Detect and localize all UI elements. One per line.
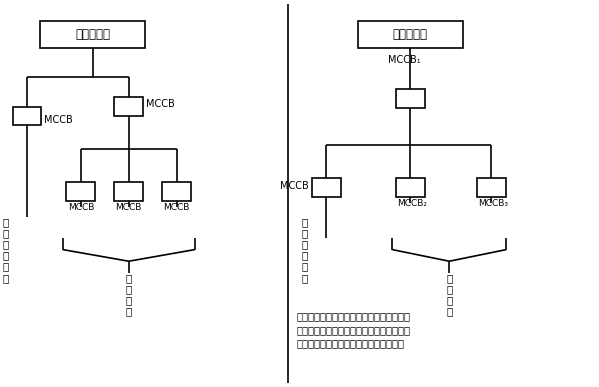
Text: 一
般
負
荷: 一 般 負 荷 [446, 273, 452, 317]
Text: MCCB: MCCB [280, 181, 309, 191]
Text: MCCB₂: MCCB₂ [397, 199, 427, 208]
Text: 蓄電池設備: 蓄電池設備 [75, 28, 110, 41]
Text: MCCB: MCCB [164, 203, 190, 212]
Text: （注）　主遮断器ＭＣＣＢ１は過負荷及び
　　　短絡時にＭＣＣＢ２、ＭＣＣＢ３よ
　　　り先に遮断しないものであること: （注） 主遮断器ＭＣＣＢ１は過負荷及び 短絡時にＭＣＣＢ２、ＭＣＣＢ３よ り先に… [297, 312, 410, 348]
Text: 消
防
用
設
備
等: 消 防 用 設 備 等 [302, 217, 308, 283]
Text: MCCB: MCCB [68, 203, 94, 212]
Text: MCCB: MCCB [146, 99, 175, 110]
Text: MCCB: MCCB [44, 115, 73, 125]
Bar [396, 89, 425, 108]
Text: MCCB: MCCB [116, 203, 142, 212]
Bar [162, 182, 191, 201]
Bar [41, 21, 145, 48]
Text: 一
般
負
荷: 一 般 負 荷 [126, 273, 132, 317]
Bar [13, 107, 41, 125]
Bar [66, 182, 95, 201]
Bar [358, 21, 462, 48]
Text: 蓄電池設備: 蓄電池設備 [393, 28, 428, 41]
Text: MCCB₃: MCCB₃ [478, 199, 508, 208]
Text: MCCB₁: MCCB₁ [388, 55, 420, 65]
Bar [312, 178, 341, 197]
Bar [477, 178, 506, 197]
Bar [114, 97, 143, 116]
Text: 消
防
用
設
備
等: 消 防 用 設 備 等 [3, 217, 9, 283]
Bar [396, 178, 425, 197]
Bar [114, 182, 143, 201]
